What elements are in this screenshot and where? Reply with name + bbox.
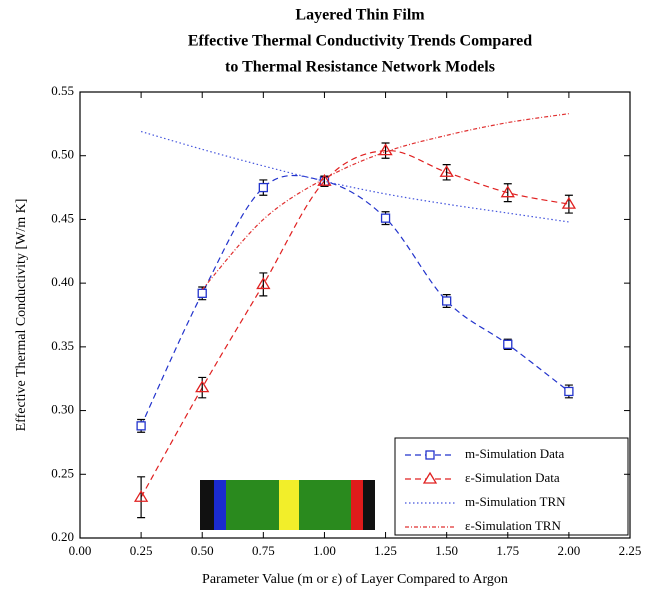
y-tick-label: 0.40 — [51, 274, 74, 289]
marker — [378, 143, 393, 156]
marker — [561, 196, 577, 209]
x-tick-label: 1.25 — [374, 543, 397, 558]
legend-label: m-Simulation TRN — [465, 494, 566, 509]
marker — [136, 421, 146, 431]
legend-label: m-Simulation Data — [465, 446, 565, 461]
y-axis-label: Effective Thermal Conductivity [W/m K] — [14, 199, 29, 432]
legend-marker — [422, 471, 438, 484]
marker — [197, 288, 207, 298]
series-line — [201, 113, 569, 290]
chart-title: to Thermal Resistance Network Models — [225, 59, 495, 76]
series-line — [140, 130, 569, 223]
marker — [256, 277, 271, 290]
marker — [133, 489, 149, 502]
marker — [503, 339, 513, 349]
y-tick-label: 0.50 — [51, 147, 74, 162]
legend-marker — [425, 450, 435, 460]
y-tick-label: 0.25 — [51, 465, 74, 480]
error-bar — [137, 476, 146, 519]
chart-title: Effective Thermal Conductivity Trends Co… — [188, 33, 532, 50]
marker — [500, 185, 515, 198]
chart-title: Layered Thin Film — [295, 7, 425, 24]
marker — [258, 182, 268, 193]
marker — [195, 380, 210, 393]
y-tick-label: 0.55 — [51, 83, 74, 98]
y-tick-label: 0.35 — [51, 338, 74, 353]
marker — [442, 296, 452, 306]
x-tick-label: 0.75 — [252, 543, 275, 558]
marker — [564, 386, 574, 397]
y-tick-label: 0.30 — [51, 402, 74, 417]
x-tick-label: 0.25 — [130, 543, 153, 558]
x-tick-label: 0.00 — [69, 543, 92, 558]
y-tick-label: 0.20 — [51, 529, 74, 544]
x-tick-label: 2.00 — [558, 543, 581, 558]
y-tick-label: 0.45 — [51, 210, 74, 225]
x-tick-label: 1.00 — [313, 543, 336, 558]
x-tick-label: 1.75 — [496, 543, 519, 558]
x-axis-label: Parameter Value (m or ε) of Layer Compar… — [202, 572, 508, 587]
x-tick-label: 2.25 — [619, 543, 642, 558]
x-tick-label: 1.50 — [435, 543, 458, 558]
legend-label: ε-Simulation Data — [465, 470, 560, 485]
plot-frame — [79, 91, 631, 539]
error-bar — [259, 272, 268, 297]
marker — [439, 165, 454, 177]
marker — [380, 213, 391, 223]
inset-image — [200, 480, 375, 530]
legend-label: ε-Simulation TRN — [465, 518, 561, 533]
x-tick-label: 0.50 — [191, 543, 214, 558]
